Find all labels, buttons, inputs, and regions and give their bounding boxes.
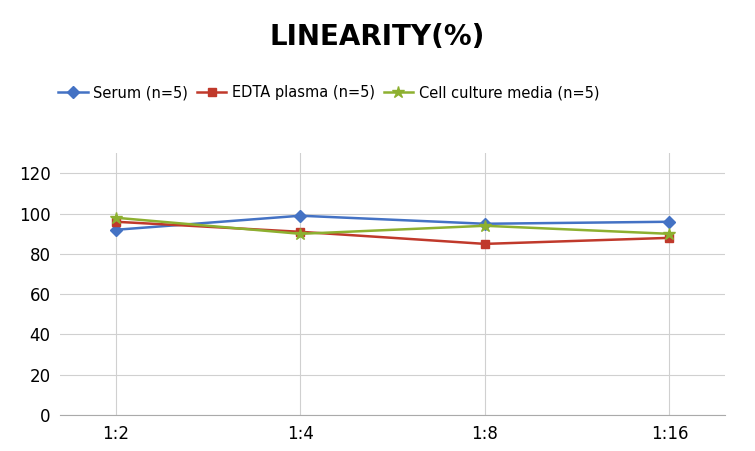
Cell culture media (n=5) <box>111 215 120 221</box>
Cell culture media (n=5) <box>296 231 305 236</box>
EDTA plasma (n=5) <box>665 235 674 240</box>
EDTA plasma (n=5) <box>111 219 120 225</box>
Serum (n=5) <box>111 227 120 233</box>
Legend: Serum (n=5), EDTA plasma (n=5), Cell culture media (n=5): Serum (n=5), EDTA plasma (n=5), Cell cul… <box>53 79 606 106</box>
Line: Serum (n=5): Serum (n=5) <box>112 212 673 234</box>
Cell culture media (n=5) <box>480 223 489 229</box>
EDTA plasma (n=5) <box>480 241 489 247</box>
EDTA plasma (n=5) <box>296 229 305 235</box>
Cell culture media (n=5) <box>665 231 674 236</box>
Serum (n=5) <box>665 219 674 225</box>
Line: Cell culture media (n=5): Cell culture media (n=5) <box>109 212 676 240</box>
Serum (n=5) <box>296 213 305 218</box>
Line: EDTA plasma (n=5): EDTA plasma (n=5) <box>112 217 673 248</box>
Serum (n=5) <box>480 221 489 226</box>
Text: LINEARITY(%): LINEARITY(%) <box>270 23 485 51</box>
